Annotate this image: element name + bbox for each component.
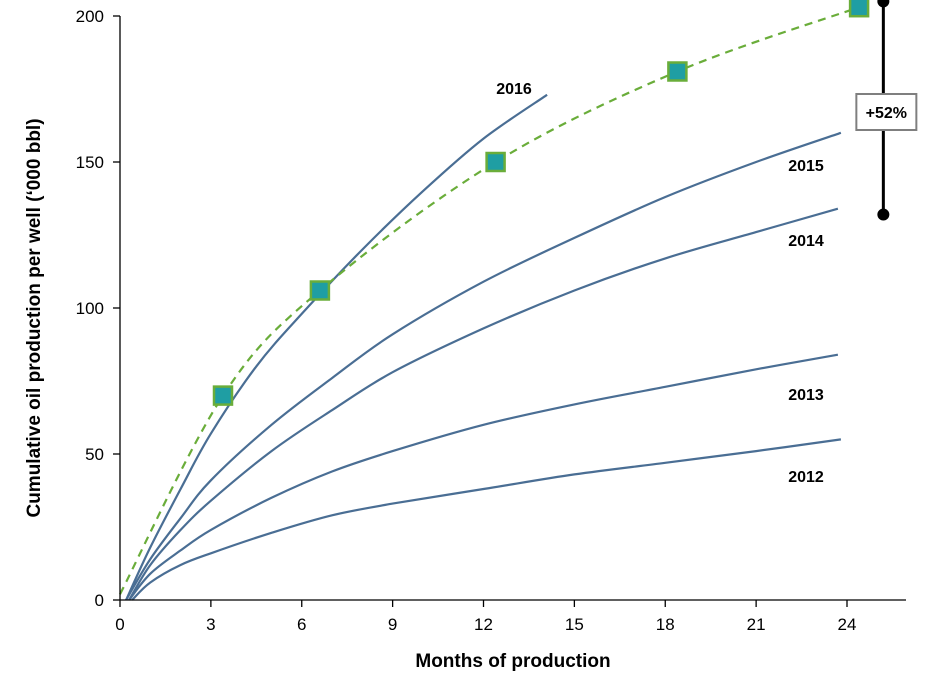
series-line-2014: [128, 207, 839, 601]
series-label-2016: 2016: [496, 81, 532, 98]
series-labels: 2012 2013 2014 2015 2016: [496, 81, 824, 486]
trend-marker: [848, 0, 870, 18]
y-axis-title: Cumulative oil production per well (‘000…: [24, 118, 45, 517]
trend-marker: [485, 151, 506, 173]
trend-marker: [309, 280, 331, 301]
y-tick-label: 50: [85, 445, 104, 464]
series-line-2016: [125, 93, 548, 601]
series-label-2015: 2015: [788, 158, 824, 175]
series-markers: [212, 0, 870, 406]
annotation-label: +52%: [866, 105, 907, 122]
x-tick-label: 21: [747, 615, 766, 634]
x-tick-label: 6: [297, 615, 306, 634]
annotation: +52%: [855, 0, 918, 221]
x-tick-label: 18: [656, 615, 675, 634]
y-tick-label: 150: [76, 153, 104, 172]
y-tick-label: 200: [76, 7, 104, 26]
series-line-2015: [125, 131, 842, 601]
annotation-dot-bottom: [877, 208, 890, 221]
series-line-2012: [131, 438, 842, 601]
series-line-trend: [119, 6, 860, 595]
x-tick-label: 3: [206, 615, 215, 634]
axes: 0 50 100 150 200 0 3 6 9 12 15 18 21 24: [76, 7, 906, 634]
x-tick-label: 24: [838, 615, 857, 634]
x-tick-label: 15: [565, 615, 584, 634]
series-label-2013: 2013: [788, 387, 824, 404]
x-tick-label: 12: [474, 615, 493, 634]
trend-marker: [212, 385, 234, 406]
x-axis-title: Months of production: [415, 651, 610, 672]
trend-marker: [667, 61, 688, 82]
y-tick-label: 0: [95, 591, 104, 610]
annotation-dot-top: [877, 0, 890, 8]
series-line-2013: [128, 353, 839, 601]
series-lines: [119, 6, 860, 601]
annotation-box: [855, 93, 918, 131]
x-tick-label: 9: [388, 615, 397, 634]
y-tick-label: 100: [76, 299, 104, 318]
x-tick-label: 0: [115, 615, 124, 634]
series-label-2012: 2012: [788, 469, 824, 486]
series-label-2014: 2014: [788, 233, 824, 250]
